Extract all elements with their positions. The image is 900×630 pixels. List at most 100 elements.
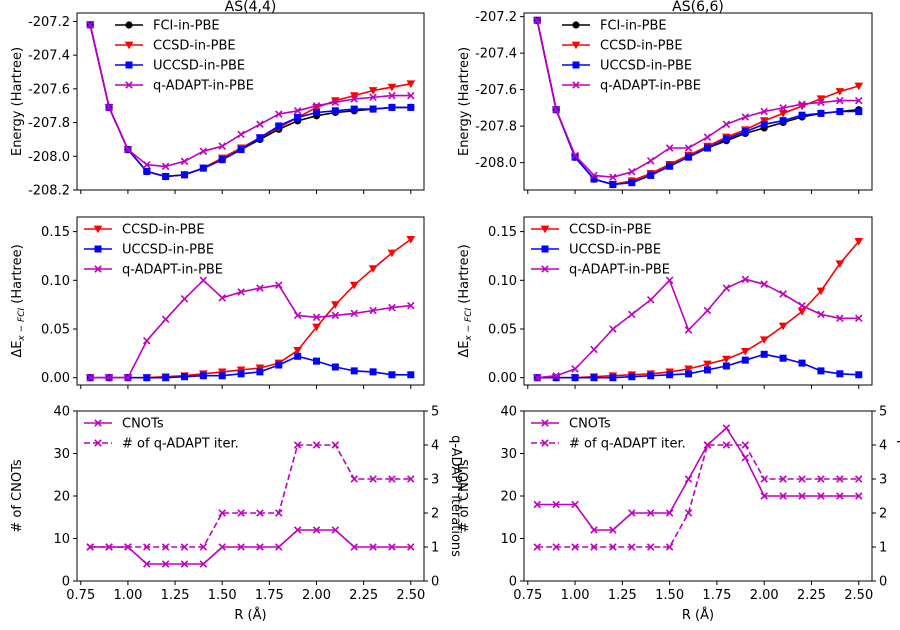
y-tick-label: 40: [500, 405, 517, 420]
data-point: [741, 441, 750, 449]
y-tick-label: -208.0: [28, 150, 70, 165]
data-point: [368, 265, 378, 273]
data-point: [143, 336, 151, 345]
legend-label: CCSD-in-PBE: [569, 223, 652, 238]
series-line: [90, 279, 411, 379]
data-point: [817, 310, 825, 319]
data-point: [759, 336, 769, 344]
data-point: [350, 105, 358, 113]
data-point: [199, 372, 207, 380]
y-axis-label-right: q-ADAPT iterations: [896, 435, 900, 557]
data-point: [237, 543, 245, 551]
y-axis-label: # of CNOTs: [457, 459, 472, 533]
data-point: [218, 372, 226, 380]
x-tick-label: 1.00: [561, 588, 590, 603]
x-tick-label: 2.25: [797, 588, 826, 603]
data-point: [256, 368, 264, 376]
data-point: [199, 543, 208, 551]
data-point: [571, 153, 579, 161]
legend-label: CNOTs: [569, 417, 611, 432]
data-point: [350, 543, 358, 551]
x-tick-label: 1.25: [161, 588, 190, 603]
data-point: [312, 526, 321, 534]
legend-marker: [124, 41, 134, 50]
data-point: [349, 92, 359, 100]
y-axis-label: ΔEx − FCI (Hartree): [457, 244, 474, 357]
data-point: [628, 509, 636, 517]
legend-label: UCCSD-in-PBE: [153, 59, 245, 74]
data-point: [143, 160, 151, 169]
data-point: [552, 500, 560, 509]
data-point: [388, 103, 396, 111]
series--of-q-adapt-iter-: [86, 441, 415, 551]
data-point: [180, 171, 188, 179]
y-tick-label-right: 5: [879, 405, 887, 420]
data-point: [552, 543, 560, 551]
data-point: [180, 157, 189, 166]
data-point: [646, 543, 655, 551]
data-point: [312, 323, 321, 332]
series-q-adapt-in-pbe: [533, 275, 863, 382]
legend-marker: [571, 41, 581, 50]
data-point: [836, 492, 844, 500]
data-point: [816, 95, 826, 103]
data-point: [161, 560, 170, 568]
data-point: [665, 509, 674, 517]
data-point: [760, 475, 768, 483]
panel-left-energy: -207.2 -207.4 -207.6 -207.8 -208.0 -208.2 Ener…: [10, 0, 425, 199]
data-point: [294, 114, 302, 122]
data-point: [275, 122, 283, 130]
data-point: [218, 509, 226, 517]
legend-label: UCCSD-in-PBE: [122, 243, 214, 258]
data-point: [855, 108, 863, 116]
y-tick-label: -207.4: [28, 49, 70, 64]
y-tick-label: 40: [53, 405, 70, 420]
data-point: [312, 441, 321, 449]
data-point: [407, 103, 415, 111]
plot-frame: [76, 216, 425, 386]
data-point: [294, 352, 302, 360]
y-tick-label-right: 2: [431, 507, 439, 522]
data-point: [741, 113, 750, 121]
legend-label: UCCSD-in-PBE: [600, 59, 692, 74]
data-point: [741, 356, 749, 364]
x-tick-label: 1.25: [608, 588, 637, 603]
legend: FCI-in-PBE CCSD-in-PBE UCCSD-in-PBE q-ADAPT…: [562, 19, 701, 94]
data-point: [368, 87, 378, 95]
data-point: [533, 543, 542, 551]
legend: FCI-in-PBE CCSD-in-PBE UCCSD-in-PBE q-ADAPT…: [115, 19, 254, 94]
x-tick-label: 1.75: [702, 588, 731, 603]
data-point: [628, 543, 636, 551]
data-point: [293, 347, 302, 355]
data-point: [407, 91, 415, 100]
data-point: [798, 100, 806, 109]
legend-marker: [125, 61, 133, 69]
data-point: [741, 128, 749, 136]
data-point: [313, 108, 321, 116]
data-point: [161, 543, 170, 551]
data-point: [590, 374, 598, 382]
data-point: [665, 276, 674, 285]
y-tick-label: 30: [53, 447, 70, 462]
data-point: [609, 374, 617, 382]
data-point: [703, 133, 712, 141]
data-point: [571, 365, 579, 373]
legend: CCSD-in-PBE UCCSD-in-PBE q-ADAPT-in-PBE: [531, 223, 670, 278]
data-point: [647, 372, 655, 380]
data-point: [275, 543, 283, 551]
legend-label: # of q-ADAPT iter.: [569, 437, 686, 452]
data-point: [778, 109, 788, 118]
data-point: [105, 103, 113, 112]
data-point: [798, 492, 806, 500]
data-point: [703, 366, 711, 374]
y-tick-label-right: 1: [431, 541, 439, 556]
legend: CNOTs # of q-ADAPT iter.: [531, 417, 686, 452]
data-point: [835, 260, 845, 268]
data-point: [86, 543, 94, 551]
plot-frame: [523, 216, 873, 386]
data-point: [590, 171, 598, 180]
plot-frame: [76, 12, 425, 191]
data-point: [369, 368, 377, 376]
